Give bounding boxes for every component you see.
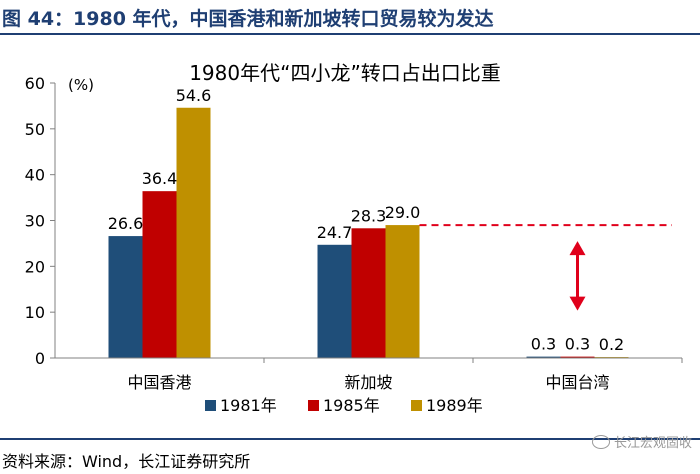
bar-value-label: 0.3 [531, 335, 556, 354]
y-axis-unit: (%) [68, 76, 94, 94]
bar [317, 244, 352, 358]
y-tick-label: 10 [25, 303, 45, 322]
bar-value-label: 0.2 [599, 335, 624, 354]
legend-label: 1985年 [323, 396, 380, 415]
bar [526, 356, 561, 358]
bar-value-label: 54.6 [176, 86, 212, 105]
figure-title: 图 44：1980 年代，中国香港和新加坡转口贸易较为发达 [2, 8, 494, 30]
bar [560, 356, 595, 358]
x-tick-label: 中国香港 [127, 373, 191, 392]
bar-value-label: 29.0 [385, 203, 421, 222]
bar-value-label: 24.7 [317, 223, 353, 242]
legend-swatch [411, 400, 422, 411]
y-tick-label: 30 [25, 212, 45, 231]
y-tick-label: 60 [25, 74, 45, 93]
bar-value-label: 26.6 [108, 214, 144, 233]
watermark-text: 长江宏观固收 [613, 436, 692, 451]
arrow-head-up [569, 241, 586, 256]
watermark: 长江宏观固收 [591, 432, 692, 451]
bar [142, 191, 177, 358]
bar-value-label: 0.3 [565, 335, 590, 354]
y-tick-label: 0 [35, 349, 45, 368]
source-note: 资料来源：Wind，长江证券研究所 [2, 452, 251, 471]
legend-swatch [205, 400, 216, 411]
arrow-head-down [569, 296, 586, 311]
bar [385, 225, 420, 358]
top-rule [0, 33, 700, 35]
chart-title: 1980年代“四小龙”转口占出口比重 [189, 61, 501, 85]
bar-value-label: 36.4 [142, 169, 178, 188]
legend: 1981年 1985年 1989年 [205, 396, 483, 415]
y-tick-label: 40 [25, 166, 45, 185]
x-tick-label: 新加坡 [344, 373, 392, 392]
bar [176, 107, 211, 358]
chat-bubble-icon [591, 434, 610, 449]
bottom-rule [0, 438, 700, 440]
legend-swatch [308, 400, 319, 411]
y-tick-label: 50 [25, 120, 45, 139]
bar-value-label: 28.3 [351, 206, 387, 225]
double-headed-arrow-icon [569, 241, 586, 311]
x-tick-label: 中国台湾 [545, 373, 609, 392]
legend-label: 1981年 [220, 396, 277, 415]
bar [351, 228, 386, 358]
y-tick-label: 20 [25, 257, 45, 276]
bar [108, 236, 143, 358]
legend-label: 1989年 [426, 396, 483, 415]
